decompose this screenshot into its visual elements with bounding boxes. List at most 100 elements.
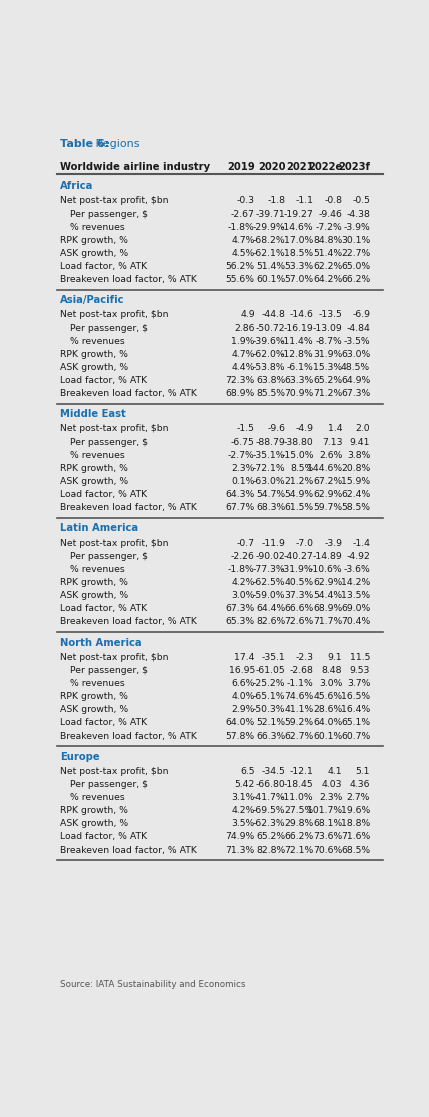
Text: 70.9%: 70.9% [284,390,314,399]
Text: 101.7%: 101.7% [307,806,342,815]
Text: 54.7%: 54.7% [256,490,285,499]
Text: 85.5%: 85.5% [257,390,285,399]
Text: -3.5%: -3.5% [344,336,370,346]
Text: 31.9%: 31.9% [313,350,342,359]
Text: 57.0%: 57.0% [284,276,314,285]
Text: 2.86: 2.86 [234,324,255,333]
Text: % revenues: % revenues [70,451,125,460]
Text: -10.6%: -10.6% [310,565,342,574]
Text: Breakeven load factor, % ATK: Breakeven load factor, % ATK [60,276,197,285]
Text: 62.9%: 62.9% [313,577,342,588]
Text: 62.9%: 62.9% [313,490,342,499]
Text: 3.0%: 3.0% [319,679,342,688]
Text: -13.09: -13.09 [312,324,342,333]
Text: 54.4%: 54.4% [313,591,342,600]
Text: Per passenger, $: Per passenger, $ [70,324,148,333]
Text: Net post-tax profit, $bn: Net post-tax profit, $bn [60,652,169,661]
Text: North America: North America [60,638,142,648]
Text: 9.41: 9.41 [350,438,370,447]
Text: -2.7%: -2.7% [228,451,255,460]
Text: ASK growth, %: ASK growth, % [60,363,128,372]
Text: -2.3: -2.3 [296,652,314,661]
Text: 66.3%: 66.3% [256,732,285,741]
Text: 37.3%: 37.3% [284,591,314,600]
Text: 4.7%: 4.7% [231,350,255,359]
Text: 16.4%: 16.4% [341,705,370,714]
Text: -9.6: -9.6 [267,424,285,433]
Text: -50.72: -50.72 [256,324,285,333]
Text: 2.0: 2.0 [356,424,370,433]
Text: -72.1%: -72.1% [253,464,285,472]
Text: -53.8%: -53.8% [253,363,285,372]
Text: Breakeven load factor, % ATK: Breakeven load factor, % ATK [60,504,197,513]
Text: Load factor, % ATK: Load factor, % ATK [60,832,148,841]
Text: -6.1%: -6.1% [287,363,314,372]
Text: 52.1%: 52.1% [256,718,285,727]
Text: -38.80: -38.80 [284,438,314,447]
Text: 58.5%: 58.5% [341,504,370,513]
Text: -59.0%: -59.0% [253,591,285,600]
Text: % revenues: % revenues [70,793,125,802]
Text: 64.2%: 64.2% [313,276,342,285]
Text: -61.05: -61.05 [256,666,285,675]
Text: 1.4: 1.4 [328,424,342,433]
Text: 4.36: 4.36 [350,780,370,789]
Text: -0.7: -0.7 [237,538,255,547]
Text: 62.7%: 62.7% [284,732,314,741]
Text: 63.3%: 63.3% [284,376,314,385]
Text: 82.8%: 82.8% [256,846,285,855]
Text: -16.19: -16.19 [284,324,314,333]
Text: 65.2%: 65.2% [313,376,342,385]
Text: Per passenger, $: Per passenger, $ [70,666,148,675]
Text: 45.6%: 45.6% [313,693,342,701]
Text: -8.7%: -8.7% [315,336,342,346]
Text: 2.3%: 2.3% [231,464,255,472]
Text: RPK growth, %: RPK growth, % [60,577,128,588]
Text: 51.4%: 51.4% [313,249,342,258]
Text: 2019: 2019 [227,162,255,172]
Text: -6.9: -6.9 [352,311,370,319]
Text: 5.1: 5.1 [356,766,370,775]
Text: 67.2%: 67.2% [313,477,342,486]
Text: 68.9%: 68.9% [313,604,342,613]
Text: 60.7%: 60.7% [341,732,370,741]
Text: 70.4%: 70.4% [341,618,370,627]
Text: 4.0%: 4.0% [231,693,255,701]
Text: Regions: Regions [92,140,139,150]
Text: 60.1%: 60.1% [256,276,285,285]
Text: 27.5%: 27.5% [284,806,314,815]
Text: 2.3%: 2.3% [319,793,342,802]
Text: Net post-tax profit, $bn: Net post-tax profit, $bn [60,424,169,433]
Text: -7.2%: -7.2% [315,222,342,231]
Text: 19.6%: 19.6% [341,806,370,815]
Text: -1.5: -1.5 [237,424,255,433]
Text: 62.2%: 62.2% [313,262,342,271]
Text: -40.27: -40.27 [284,552,314,561]
Text: 68.9%: 68.9% [226,390,255,399]
Text: -4.92: -4.92 [346,552,370,561]
Text: 66.6%: 66.6% [284,604,314,613]
Text: 6.5: 6.5 [240,766,255,775]
Text: 65.2%: 65.2% [256,832,285,841]
Text: -0.5: -0.5 [352,197,370,206]
Text: -18.45: -18.45 [284,780,314,789]
Text: 144.6%: 144.6% [307,464,342,472]
Text: 66.2%: 66.2% [341,276,370,285]
Text: 15.3%: 15.3% [313,363,342,372]
Text: ASK growth, %: ASK growth, % [60,477,128,486]
Text: -7.0: -7.0 [296,538,314,547]
Text: 70.6%: 70.6% [313,846,342,855]
Text: 13.5%: 13.5% [341,591,370,600]
Text: -0.3: -0.3 [237,197,255,206]
Text: Net post-tax profit, $bn: Net post-tax profit, $bn [60,538,169,547]
Text: 72.1%: 72.1% [284,846,314,855]
Text: -35.1: -35.1 [262,652,285,661]
Text: -6.75: -6.75 [231,438,255,447]
Text: 30.1%: 30.1% [341,236,370,245]
Text: -1.4: -1.4 [352,538,370,547]
Text: Net post-tax profit, $bn: Net post-tax profit, $bn [60,311,169,319]
Text: -13.5: -13.5 [318,311,342,319]
Text: -62.0%: -62.0% [253,350,285,359]
Text: 66.2%: 66.2% [284,832,314,841]
Text: -14.6: -14.6 [290,311,314,319]
